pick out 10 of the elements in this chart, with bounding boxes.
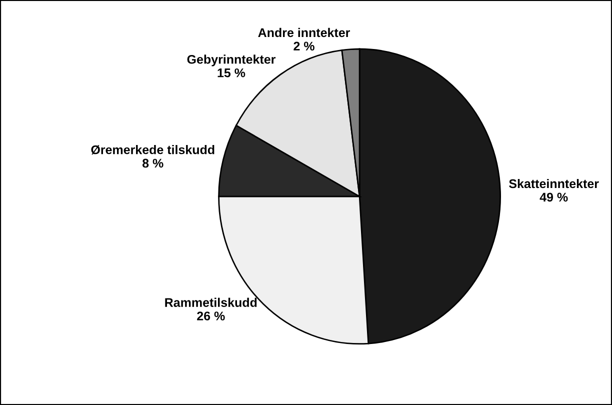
slice-label: Gebyrinntekter xyxy=(187,54,276,66)
data-label: 15 % xyxy=(218,68,246,78)
data-label: 49 % xyxy=(540,192,568,202)
slice-label: Andre inntekter xyxy=(258,28,350,38)
data-label: 8 % xyxy=(142,158,164,168)
slice-label: Øremerkede tilskudd xyxy=(91,145,214,155)
data-label: 26 % xyxy=(197,312,225,320)
slice-label: Rammetilskudd xyxy=(165,298,257,307)
slice-label: Skatteinntekter xyxy=(509,178,599,188)
data-label: 2 % xyxy=(294,42,314,51)
